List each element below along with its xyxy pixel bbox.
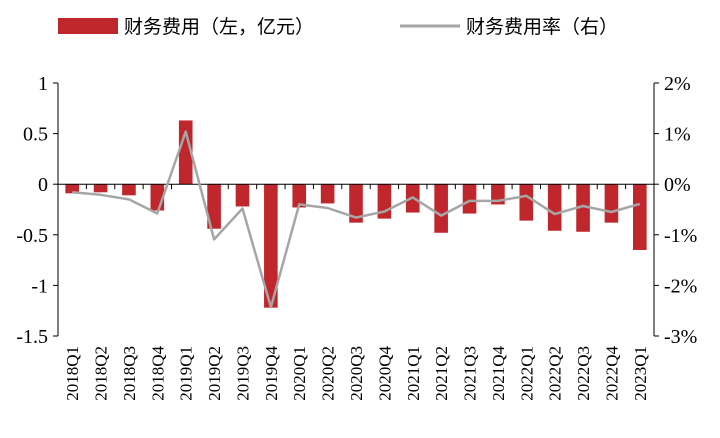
plot-area: 1 0.5 0 -0.5 -1 -1.5 2% 1% 0% -1% -2% -3% 2018Q1 2018… <box>16 73 697 401</box>
x-tick-label: 2021Q4 <box>489 346 508 401</box>
bar <box>576 184 590 232</box>
bar <box>207 184 221 229</box>
x-tick-label: 2018Q4 <box>148 346 167 401</box>
x-tick-label: 2018Q3 <box>120 346 139 401</box>
x-tick-label: 2021Q1 <box>404 346 423 401</box>
y-left-tick-label: -1.5 <box>16 326 48 348</box>
bar <box>320 184 335 204</box>
bar <box>122 184 136 196</box>
y-left-tick-label: -0.5 <box>16 225 48 247</box>
bar <box>178 120 193 185</box>
x-tick-label: 2022Q3 <box>574 346 593 401</box>
x-tick-label: 2020Q2 <box>319 346 338 401</box>
x-tick-label: 2020Q3 <box>347 346 366 401</box>
bar <box>264 184 278 308</box>
x-tick-label: 2019Q1 <box>177 346 196 401</box>
x-tick-label: 2021Q3 <box>461 346 480 401</box>
legend-label-line: 财务费用率（右） <box>466 16 618 38</box>
rate-line <box>72 130 641 309</box>
x-tick-label: 2022Q1 <box>517 346 536 401</box>
x-tick-label: 2019Q4 <box>262 346 281 401</box>
bar <box>604 184 619 223</box>
x-tick-label: 2020Q1 <box>290 346 309 401</box>
legend: 财务费用（左，亿元） 财务费用率（右） <box>58 16 618 38</box>
bar <box>547 184 562 231</box>
x-tick-label: 2022Q4 <box>602 346 621 401</box>
bar <box>434 184 448 233</box>
legend-label-bar: 财务费用（左，亿元） <box>124 16 314 38</box>
y-right-tick-label: 0% <box>664 174 691 196</box>
y-left-tick-label: 0.5 <box>23 124 48 146</box>
y-right-tick-label: 2% <box>664 73 691 95</box>
y-left-tick-label: 0 <box>38 174 48 196</box>
legend-swatch-bar <box>58 18 118 34</box>
bar <box>292 184 307 208</box>
bar <box>349 184 363 223</box>
x-tick-label: 2021Q2 <box>432 346 451 401</box>
x-tick-label: 2019Q3 <box>233 346 252 401</box>
y-left-tick-label: -1 <box>31 275 48 297</box>
x-tick-label: 2022Q2 <box>546 346 565 401</box>
y-right-tick-label: -2% <box>664 275 697 297</box>
bar <box>462 184 477 214</box>
x-tick-label: 2018Q1 <box>63 346 82 401</box>
x-tick-label: 2020Q4 <box>375 346 394 401</box>
bar <box>65 184 80 194</box>
bar <box>632 184 647 250</box>
bar <box>235 184 250 207</box>
x-tick-label: 2023Q1 <box>631 346 650 401</box>
x-tick-label: 2019Q2 <box>205 346 224 401</box>
y-right-tick-label: -3% <box>664 326 697 348</box>
bar <box>93 184 108 193</box>
y-right-tick-label: -1% <box>664 225 697 247</box>
bar <box>519 184 534 221</box>
y-right-tick-label: 1% <box>664 124 691 146</box>
x-tick-label: 2018Q2 <box>92 346 111 401</box>
y-left-tick-label: 1 <box>38 73 48 95</box>
